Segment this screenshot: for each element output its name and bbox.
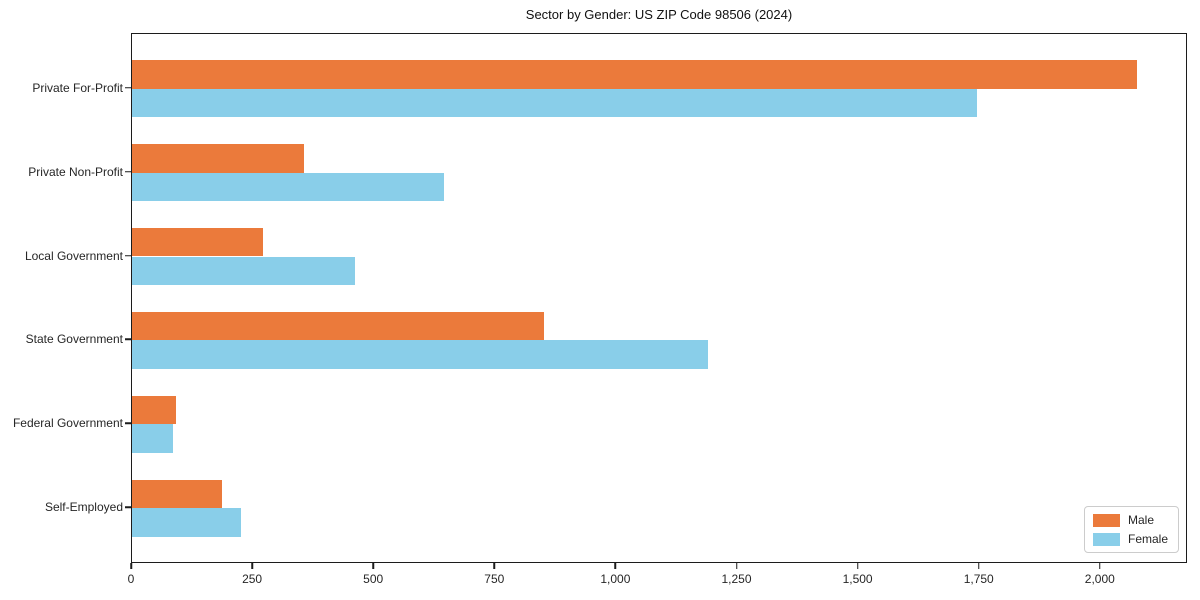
y-axis-tick-mark (125, 506, 131, 508)
x-axis-tick-mark (977, 563, 980, 569)
bar-female-row5 (132, 424, 174, 453)
legend: Male Female (1083, 506, 1179, 553)
x-axis-tick-mark (856, 563, 859, 569)
x-axis-tick-label: 1,750 (963, 572, 994, 586)
y-axis-tick-mark (125, 254, 131, 257)
bar-female-row3 (132, 256, 355, 286)
x-axis-tick-label: 0 (127, 572, 135, 586)
y-axis-category-label: Private For-Profit (32, 80, 123, 95)
bar-female-row6 (132, 508, 241, 537)
bar-male-row5 (132, 395, 176, 425)
x-axis-tick-mark (1099, 563, 1101, 569)
x-axis-tick-mark (130, 563, 132, 569)
female-color-swatch (1092, 532, 1120, 546)
x-axis-tick-label: 1,000 (600, 572, 631, 586)
legend-item-male: Male (1092, 513, 1168, 527)
legend-item-female: Female (1092, 532, 1168, 546)
y-axis-category-label: Local Government (24, 248, 123, 263)
legend-label-male: Male (1127, 513, 1154, 527)
x-axis-tick-label: 500 (363, 572, 384, 586)
x-axis-tick-label: 2,000 (1084, 572, 1115, 586)
legend-label-female: Female (1127, 532, 1168, 546)
y-axis-tick-mark (125, 170, 131, 173)
x-axis-tick-mark (735, 563, 738, 569)
x-axis-tick-mark (372, 563, 374, 569)
x-axis-tick-mark (614, 563, 617, 569)
male-color-swatch (1092, 513, 1120, 527)
y-axis-category-label: Private Non-Profit (28, 164, 123, 179)
y-axis-category-label: Federal Government (12, 416, 123, 431)
bar-male-row4 (132, 311, 544, 341)
chart-title: Sector by Gender: US ZIP Code 98506 (202… (525, 7, 793, 22)
bar-female-row2 (132, 172, 445, 202)
y-axis-category-label: State Government (25, 332, 123, 347)
bar-female-row4 (132, 340, 709, 369)
x-axis-tick-mark (493, 563, 496, 569)
bar-male-row6 (132, 479, 222, 509)
y-axis-tick-mark (125, 422, 131, 425)
y-axis-category-label: Self-Employed (44, 500, 123, 515)
plot-area: Male Female (131, 33, 1187, 563)
bar-male-row1 (132, 60, 1138, 89)
x-axis-tick-label: 250 (242, 572, 263, 586)
y-axis-tick-mark (125, 86, 131, 89)
bar-male-row2 (132, 144, 304, 173)
bar-male-row3 (132, 227, 263, 257)
x-axis-tick-label: 1,500 (842, 572, 873, 586)
y-axis-tick-mark (125, 338, 131, 341)
x-axis-tick-mark (251, 563, 253, 569)
x-axis-tick-label: 750 (484, 572, 505, 586)
x-axis-tick-label: 1,250 (721, 572, 752, 586)
bar-female-row1 (132, 88, 978, 118)
